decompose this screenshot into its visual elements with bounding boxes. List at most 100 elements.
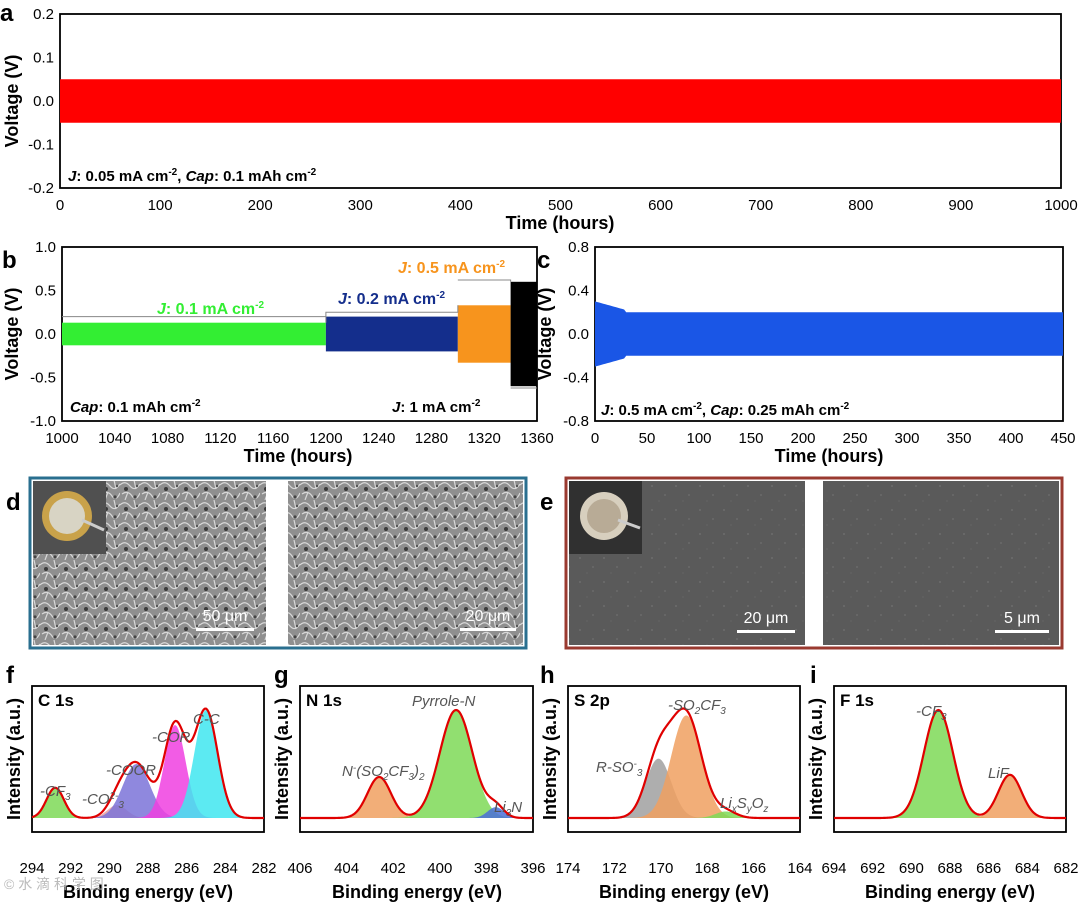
panel-letter-g: g [274,662,289,689]
panel-f-title: C 1s [38,691,74,710]
panel-e-scale-left-label: 20 μm [744,610,789,627]
panel-h-xtick: 172 [602,860,627,877]
panel-c-voltage-profile: c 0 50 100 150 200 250 300 350 400 450 0… [535,239,1076,466]
panel-b-cap-label: Cap: 0.1 mAh cm-2 [70,398,201,416]
panel-f-ylabel: Intensity (a.u.) [4,698,24,820]
panel-e-electrode-photo [569,481,642,554]
panel-i-envelope [834,708,1067,820]
panel-f-xlabel: Binding energy (eV) [63,882,233,902]
panel-c-xtick: 250 [842,430,867,447]
panel-c-xtick: 0 [591,430,599,447]
panel-a-xtick: 600 [648,197,673,214]
panel-i-ylabel: Intensity (a.u.) [806,698,826,820]
panel-a-series-red [60,79,1061,123]
panel-c-xtick: 450 [1050,430,1075,447]
panel-h-label-lixsyoz: LixSyOz [720,795,768,815]
panel-c-ytick: -0.8 [563,413,589,430]
panel-a-xtick: 200 [248,197,273,214]
panel-c-ytick: 0.4 [568,283,589,300]
panel-h-x-ticks: 174 172 170 168 166 164 [555,860,812,877]
panel-g-peak-li3n [300,807,533,818]
panel-b-xtick: 1000 [45,430,78,447]
panel-g-label-pyrrole: Pyrrole-N [412,693,476,710]
panel-b-xtick: 1240 [362,430,395,447]
panel-a-voltage-profile: a 0 100 200 300 400 500 600 700 800 900 … [0,0,1078,233]
panel-b-ytick: 1.0 [35,239,56,256]
panel-f-xtick: 288 [135,860,160,877]
panel-f-xtick: 284 [213,860,238,877]
panel-g-peak-pyrrole [300,710,533,818]
panel-f-xtick: 286 [174,860,199,877]
panel-f-frame [31,685,265,833]
panel-i-xtick: 688 [937,860,962,877]
panel-b-label-1: J: 1 mA cm-2 [392,398,481,416]
panel-b-xtick: 1280 [415,430,448,447]
panel-i-xtick: 690 [899,860,924,877]
panel-f-label-co3: -CO2-3 [82,791,124,811]
panel-i-xtick: 686 [976,860,1001,877]
panel-b-ytick: 0.0 [35,326,56,343]
panel-b-ylabel: Voltage (V) [2,288,22,381]
panel-c-xtick: 200 [790,430,815,447]
panel-a-xlabel: Time (hours) [506,213,615,233]
panel-g-x-ticks: 406 404 402 400 398 396 [287,860,545,877]
panel-i-title: F 1s [840,691,874,710]
panel-b-series-green [62,322,326,346]
panel-letter-h: h [540,662,555,689]
panel-letter-c: c [537,247,550,274]
panel-g-label-nso2cf3: N-(SO2CF3)2 [342,763,425,783]
panel-f-xtick: 290 [97,860,122,877]
panel-g-xlabel: Binding energy (eV) [332,882,502,902]
panel-e-scale-right-label: 5 μm [1004,610,1040,627]
panel-a-xtick: 900 [948,197,973,214]
panel-c-ylabel: Voltage (V) [535,288,555,381]
panel-g-xtick: 406 [287,860,312,877]
panel-a-xtick: 300 [348,197,373,214]
panel-h-label-so2cf3: -SO2CF3 [668,697,726,717]
panel-b-ytick: -0.5 [30,370,56,387]
panel-a-xtick: 700 [748,197,773,214]
panel-c-ytick: 0.0 [568,326,589,343]
panel-h-xtick: 164 [787,860,812,877]
panel-a-y-ticks: 0.2 0.1 0.0 -0.1 -0.2 [28,6,54,197]
panel-g-xtick: 404 [334,860,359,877]
panel-c-condition-label: J: 0.5 mA cm-2, Cap: 0.25 mAh cm-2 [601,401,850,419]
panel-g-xtick: 402 [381,860,406,877]
panel-f-peak-cc [32,710,264,818]
panel-b-ytick: -1.0 [30,413,56,430]
panel-c-ytick: -0.4 [563,370,589,387]
panel-b-xtick: 1320 [468,430,501,447]
panel-letter-f: f [6,662,15,689]
panel-a-xtick: 0 [56,197,64,214]
panel-h-xps-s2p: h S 2p R-SO-3 -SO2CF3 LixSyOz 174 172 17… [540,662,813,902]
panel-c-series-blue [595,301,1063,367]
panel-f-peak-coor [32,764,264,818]
panel-c-xlabel: Time (hours) [775,446,884,466]
panel-f-label-cor: -COR [152,729,190,746]
panel-i-peak-lif [834,774,1066,818]
panel-h-ylabel: Intensity (a.u.) [540,698,560,820]
panel-f-envelope [31,707,265,820]
panel-f-label-cc: C-C [193,711,220,728]
panel-f-xtick: 292 [58,860,83,877]
panel-b-xlabel: Time (hours) [244,446,353,466]
panel-c-xtick: 300 [894,430,919,447]
panel-a-xtick: 800 [848,197,873,214]
panel-f-label-coor: -COOR [106,762,156,779]
panel-d-scale-left-label: 50 μm [203,608,248,625]
panel-h-peak-so2cf3 [568,715,800,818]
panel-i-xtick: 694 [821,860,846,877]
panel-b-series-orange [457,305,511,363]
panel-e-scalebar-right [995,630,1049,633]
panel-h-title: S 2p [574,691,610,710]
panel-i-xps-f1s: i F 1s -CF3 LiF 694 692 690 688 686 684 … [806,662,1079,902]
panel-g-envelope [300,708,534,820]
panel-i-xlabel: Binding energy (eV) [865,882,1035,902]
panel-letter-b: b [2,247,17,274]
watermark: © 水 滴 科 学 图 [4,876,104,892]
panel-h-envelope [568,707,800,820]
panel-b-xtick: 1080 [151,430,184,447]
panel-letter-i: i [810,662,817,689]
panel-c-xtick: 100 [686,430,711,447]
panel-h-label-rso3: R-SO-3 [596,759,643,779]
